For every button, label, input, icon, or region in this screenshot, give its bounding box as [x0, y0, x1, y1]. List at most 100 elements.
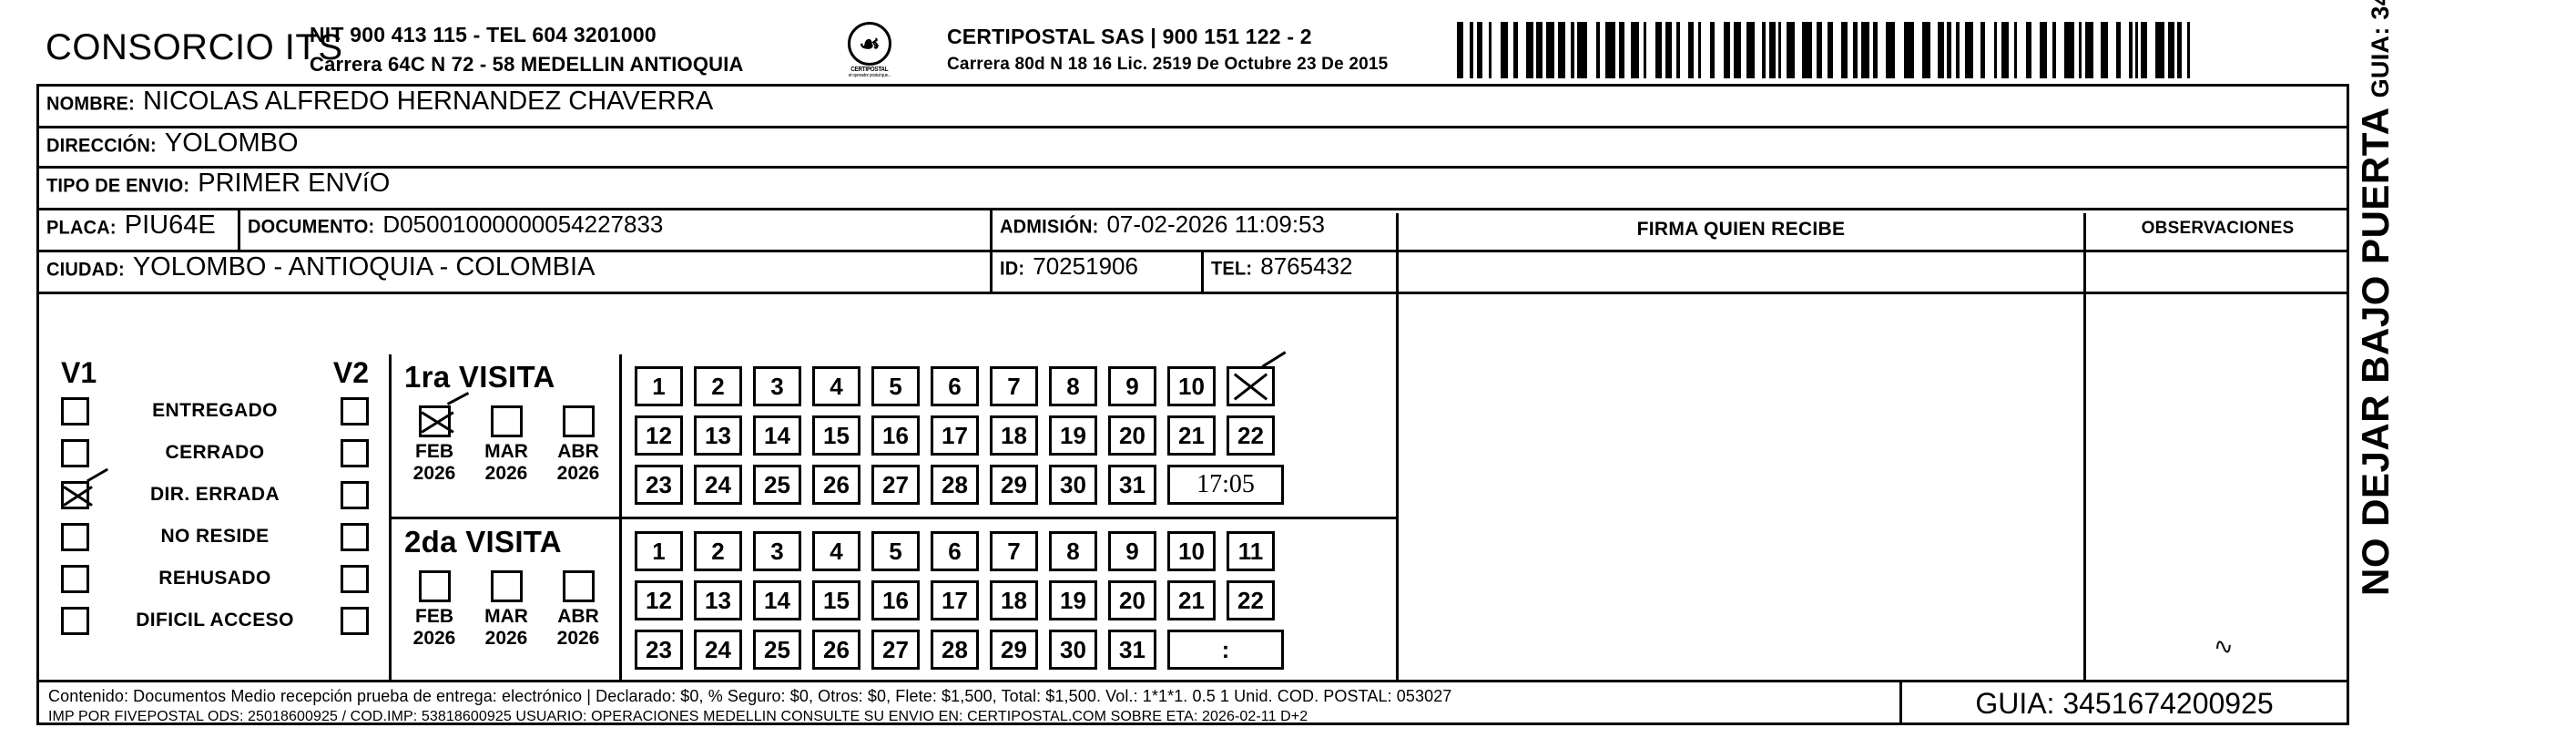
v1-checkbox-dir-errada[interactable]	[61, 467, 109, 509]
v1-header: V1	[61, 356, 97, 389]
day-cell-24[interactable]: 24	[694, 630, 742, 670]
day-cell-9[interactable]: 9	[1108, 531, 1156, 571]
day-cell-31[interactable]: 31	[1108, 465, 1156, 505]
day-cell-10[interactable]: 10	[1167, 531, 1216, 571]
day-number: 4	[830, 372, 843, 400]
day-cell-1[interactable]: 1	[635, 531, 683, 571]
day-cell-20[interactable]: 20	[1108, 580, 1156, 620]
day-cell-23[interactable]: 23	[635, 630, 683, 670]
day-number: 5	[889, 537, 902, 565]
day-cell-11[interactable]: 11	[1227, 351, 1287, 406]
day-cell-3[interactable]: 3	[753, 366, 801, 406]
day-cell-17[interactable]: 17	[931, 415, 979, 456]
day-cell-2[interactable]: 2	[694, 366, 742, 406]
day-cell-26[interactable]: 26	[812, 630, 860, 670]
v1-checkbox-no-reside[interactable]	[61, 522, 89, 551]
day-cell-19[interactable]: 19	[1049, 415, 1097, 456]
day-cell-7[interactable]: 7	[990, 531, 1038, 571]
admision-label: ADMISIÓN:	[1000, 216, 1099, 238]
day-cell-4[interactable]: 4	[812, 366, 860, 406]
day-cell-6[interactable]: 6	[931, 366, 979, 406]
day-cell-29[interactable]: 29	[990, 630, 1038, 670]
day-cell-3[interactable]: 3	[753, 531, 801, 571]
day-cell-14[interactable]: 14	[753, 415, 801, 456]
day-cell-2[interactable]: 2	[694, 531, 742, 571]
day-number: 13	[705, 421, 731, 449]
day-cell-17[interactable]: 17	[931, 580, 979, 620]
day-cell-27[interactable]: 27	[871, 465, 920, 505]
tipo-envio-label: TIPO DE ENVIO:	[46, 175, 190, 197]
field-tel: TEL: 8765432	[1201, 252, 1389, 292]
day-cell-25[interactable]: 25	[753, 465, 801, 505]
v1-checkbox-entregado[interactable]	[61, 396, 89, 425]
day-cell-22[interactable]: 22	[1227, 580, 1275, 620]
firma-quien-recibe-box[interactable]: FIRMA QUIEN RECIBE	[1399, 213, 2086, 681]
v1-checkbox-rehusado[interactable]	[61, 564, 89, 593]
day-cell-5[interactable]: 5	[871, 366, 920, 406]
day-cell-18[interactable]: 18	[990, 580, 1038, 620]
day-cell-8[interactable]: 8	[1049, 531, 1097, 571]
day-cell-16[interactable]: 16	[871, 580, 920, 620]
signature-observations-panel: FIRMA QUIEN RECIBE OBSERVACIONES ∿	[1396, 213, 2349, 681]
day-cell-29[interactable]: 29	[990, 465, 1038, 505]
day-cell-16[interactable]: 16	[871, 415, 920, 456]
day-cell-21[interactable]: 21	[1167, 580, 1216, 620]
day-cell-7[interactable]: 7	[990, 366, 1038, 406]
day-cell-10[interactable]: 10	[1167, 366, 1216, 406]
v2-checkbox-dir-errada[interactable]	[341, 480, 369, 509]
month-checkbox-abr[interactable]	[562, 570, 595, 602]
day-cell-13[interactable]: 13	[694, 415, 742, 456]
day-cell-12[interactable]: 12	[635, 415, 683, 456]
day-cell-24[interactable]: 24	[694, 465, 742, 505]
month-checkbox-mar[interactable]	[490, 405, 523, 437]
month-checkbox-abr[interactable]	[562, 405, 595, 437]
day-cell-6[interactable]: 6	[931, 531, 979, 571]
day-cell-31[interactable]: 31	[1108, 630, 1156, 670]
day-cell-25[interactable]: 25	[753, 630, 801, 670]
visit-time-cell[interactable]: :	[1167, 630, 1284, 670]
day-cell-30[interactable]: 30	[1049, 630, 1097, 670]
day-number: 17	[942, 586, 968, 614]
day-cell-15[interactable]: 15	[812, 580, 860, 620]
field-placa: PLACA: PIU64E	[39, 210, 238, 250]
visit-time-cell[interactable]: 17:05	[1167, 465, 1284, 505]
day-cell-19[interactable]: 19	[1049, 580, 1097, 620]
day-cell-11[interactable]: 11	[1227, 531, 1275, 571]
day-cell-22[interactable]: 22	[1227, 415, 1275, 456]
month-checkbox-feb[interactable]	[418, 392, 469, 437]
day-cell-28[interactable]: 28	[931, 630, 979, 670]
day-cell-18[interactable]: 18	[990, 415, 1038, 456]
month-cell: ABR 2026	[550, 405, 606, 485]
v2-checkbox-entregado[interactable]	[341, 396, 369, 425]
day-cell-13[interactable]: 13	[694, 580, 742, 620]
day-cell-4[interactable]: 4	[812, 531, 860, 571]
day-cell-12[interactable]: 12	[635, 580, 683, 620]
day-cell-20[interactable]: 20	[1108, 415, 1156, 456]
day-cell-23[interactable]: 23	[635, 465, 683, 505]
day-cell-14[interactable]: 14	[753, 580, 801, 620]
v1-checkbox-dificil-acceso[interactable]	[61, 606, 89, 635]
day-cell-21[interactable]: 21	[1167, 415, 1216, 456]
month-checkbox-mar[interactable]	[490, 570, 523, 602]
v2-checkbox-rehusado[interactable]	[341, 564, 369, 593]
month-checkbox-feb[interactable]	[418, 570, 451, 602]
day-cell-1[interactable]: 1	[635, 366, 683, 406]
day-grid: 1234567891011121314151617181920212223242…	[622, 351, 1396, 517]
day-cell-5[interactable]: 5	[871, 531, 920, 571]
v1-checkbox-cerrado[interactable]	[61, 438, 89, 467]
v2-checkbox-dificil-acceso[interactable]	[341, 606, 369, 635]
v2-checkbox-no-reside[interactable]	[341, 522, 369, 551]
day-cell-28[interactable]: 28	[931, 465, 979, 505]
observaciones-box[interactable]: OBSERVACIONES ∿	[2086, 213, 2349, 681]
day-cell-15[interactable]: 15	[812, 415, 860, 456]
footer-guia: GUIA: 3451674200925	[1975, 687, 2274, 720]
day-cell-27[interactable]: 27	[871, 630, 920, 670]
month-name: FEB	[415, 441, 453, 462]
day-cell-26[interactable]: 26	[812, 465, 860, 505]
status-label: DIFICIL ACCESO	[136, 610, 294, 630]
month-cell: FEB 2026	[406, 570, 463, 650]
day-cell-9[interactable]: 9	[1108, 366, 1156, 406]
v2-checkbox-cerrado[interactable]	[341, 438, 369, 467]
day-cell-30[interactable]: 30	[1049, 465, 1097, 505]
day-cell-8[interactable]: 8	[1049, 366, 1097, 406]
